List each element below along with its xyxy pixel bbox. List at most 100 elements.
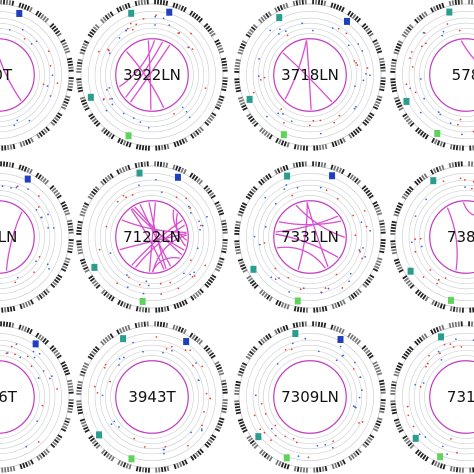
ideogram-band — [39, 175, 45, 182]
ideogram-band — [49, 23, 55, 28]
data-point — [278, 28, 281, 31]
ideogram-band — [216, 206, 223, 211]
data-point — [200, 428, 203, 430]
data-point — [308, 124, 311, 127]
ideogram-band — [351, 335, 357, 342]
highlight-block — [16, 9, 23, 17]
ideogram-band — [441, 2, 445, 9]
ideogram-band — [53, 27, 59, 33]
ideogram-band — [394, 210, 400, 214]
data-point — [109, 252, 112, 255]
ideogram-band — [364, 441, 370, 446]
ideogram-band — [282, 325, 286, 332]
track-ring — [257, 22, 363, 128]
ideogram-band — [176, 462, 180, 469]
ideogram-band — [275, 137, 280, 144]
ideogram-band — [330, 2, 334, 8]
ideogram-band — [374, 425, 380, 430]
ideogram-band — [82, 42, 88, 47]
ideogram-band — [62, 265, 68, 270]
ideogram-band — [26, 5, 31, 11]
data-point — [128, 276, 130, 279]
ideogram-band — [182, 6, 187, 13]
ideogram-band — [42, 177, 47, 183]
link-chord — [297, 202, 308, 270]
ideogram-band — [199, 448, 204, 454]
data-point — [253, 414, 256, 417]
data-point — [23, 37, 26, 40]
ideogram-band — [333, 3, 337, 9]
highlight-block — [250, 265, 257, 273]
data-point — [38, 195, 40, 197]
ideogram-band — [417, 451, 422, 457]
data-point — [187, 46, 190, 49]
ideogram-band — [241, 266, 247, 271]
ideogram-band — [277, 301, 282, 307]
data-point — [108, 52, 111, 55]
data-point — [201, 365, 204, 368]
data-point — [263, 431, 266, 434]
data-point — [118, 357, 121, 360]
data-point — [439, 352, 441, 355]
highlight-block — [136, 169, 143, 177]
ideogram-band — [60, 39, 66, 43]
ideogram-band — [189, 332, 194, 338]
track-ring — [408, 179, 474, 295]
track-ring — [238, 3, 382, 147]
ideogram-band — [105, 292, 111, 299]
ideogram-band — [39, 13, 45, 20]
ideogram-band — [55, 436, 61, 441]
ideogram-band — [217, 100, 223, 105]
data-point — [424, 436, 427, 438]
ideogram-band — [335, 4, 340, 10]
ideogram-band — [363, 25, 369, 30]
ideogram-band — [441, 324, 445, 331]
ideogram-band — [247, 193, 253, 198]
ideogram-band — [418, 336, 424, 342]
highlight-block — [407, 267, 414, 275]
ideogram-band — [376, 260, 382, 264]
ideogram-band — [393, 258, 400, 262]
ideogram-band — [356, 17, 362, 23]
ideogram-band — [350, 131, 355, 138]
ideogram-band — [89, 115, 96, 120]
data-point — [409, 57, 411, 60]
ideogram-band — [368, 354, 374, 359]
ideogram-band — [209, 276, 215, 281]
ideogram-band — [421, 174, 426, 181]
ideogram-band — [247, 277, 254, 282]
ideogram-band — [275, 459, 280, 466]
ideogram-band — [64, 50, 71, 54]
ideogram-band — [214, 267, 221, 272]
ideogram-band — [88, 435, 94, 440]
data-point — [449, 122, 452, 124]
ideogram-band — [406, 188, 412, 193]
ideogram-band — [36, 133, 41, 139]
data-point — [104, 363, 107, 366]
ideogram-band — [253, 284, 259, 289]
ideogram-band — [342, 137, 346, 143]
ideogram-band — [182, 328, 187, 335]
data-point — [331, 27, 334, 30]
ideogram-band — [268, 456, 273, 462]
data-point — [10, 186, 12, 189]
ideogram-band — [217, 369, 224, 373]
ideogram-band — [266, 132, 271, 138]
data-point — [358, 396, 361, 399]
data-point — [155, 178, 157, 181]
ideogram-band — [23, 326, 28, 332]
sample-label: 7122LN — [123, 228, 181, 246]
data-point — [284, 30, 287, 33]
data-point — [36, 420, 39, 423]
data-point — [354, 105, 357, 108]
data-point — [169, 281, 172, 284]
link-chord — [131, 207, 185, 251]
highlight-block — [403, 97, 410, 105]
data-point — [274, 202, 277, 205]
data-point — [363, 209, 366, 212]
ideogram-band — [247, 31, 253, 36]
data-point — [458, 29, 461, 32]
ideogram-band — [237, 213, 243, 217]
ideogram-band — [282, 165, 286, 172]
ideogram-band — [333, 165, 337, 171]
